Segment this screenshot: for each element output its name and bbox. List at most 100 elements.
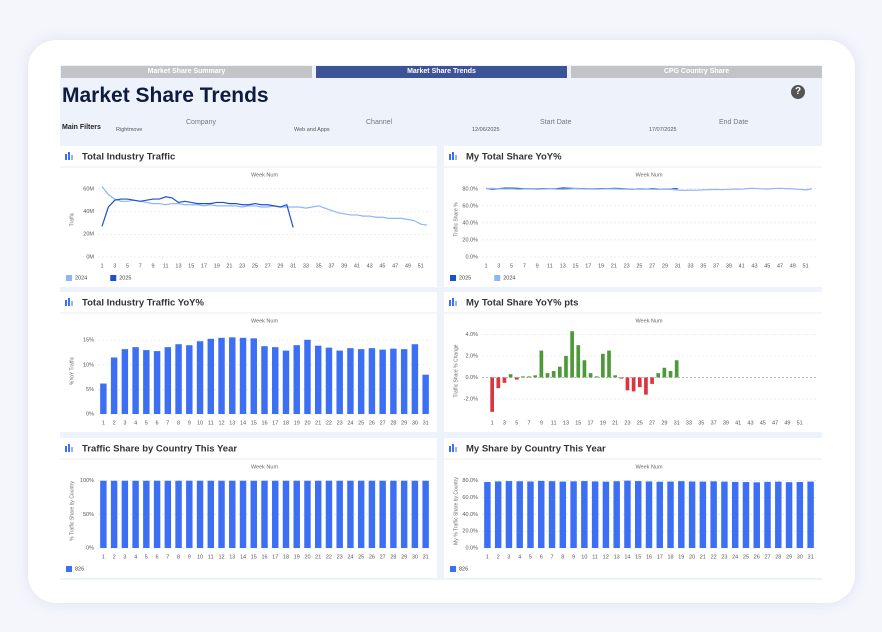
x-tick-label: 5 [145, 420, 148, 426]
bar [218, 337, 225, 414]
x-tick-label: 11 [208, 554, 214, 560]
x-tick-label: 29 [786, 554, 792, 560]
legend-swatch [450, 275, 456, 281]
x-tick-label: 14 [624, 554, 630, 560]
x-tick-label: 27 [380, 420, 386, 426]
x-tick-label: 31 [674, 420, 680, 426]
x-tick-label: 29 [401, 420, 407, 426]
x-tick-label: 31 [423, 554, 429, 560]
bar [570, 481, 577, 548]
tab-active[interactable]: Market Share Trends [316, 66, 567, 78]
bar [551, 371, 556, 378]
x-tick-label: 11 [592, 554, 598, 560]
x-tick-label: 29 [661, 420, 667, 426]
x-tick-label: 43 [751, 263, 757, 269]
x-tick-label: 12 [603, 554, 609, 560]
x-tick-label: 22 [326, 554, 332, 560]
x-tick-label: 27 [649, 420, 655, 426]
x-tick-label: 30 [412, 420, 418, 426]
x-tick-label: 25 [358, 420, 364, 426]
x-tick-label: 27 [764, 554, 770, 560]
icon [452, 152, 454, 160]
y-axis-title: %YoY Traffic [69, 356, 75, 385]
icon [65, 300, 67, 306]
x-tick-label: 9 [536, 263, 539, 269]
x-tick-label: 25 [743, 554, 749, 560]
bar [347, 480, 354, 548]
x-tick-label: 5 [126, 263, 129, 269]
bar [272, 480, 279, 548]
x-tick-label: 1 [491, 420, 494, 426]
bar [490, 377, 494, 412]
x-tick-label: 17 [657, 554, 663, 560]
x-tick-label: 35 [698, 420, 704, 426]
x-tick-label: 17 [272, 420, 278, 426]
help-button[interactable]: ? [791, 85, 805, 99]
tab[interactable]: CPG Country Share [571, 66, 822, 78]
bar [411, 344, 419, 414]
x-tick-label: 14 [240, 554, 246, 560]
x-tick-label: 4 [518, 554, 521, 560]
bar [379, 480, 386, 548]
icon [449, 446, 451, 452]
x-tick-label: 6 [156, 420, 159, 426]
bar [261, 480, 268, 548]
x-tick-label: 13 [229, 554, 235, 560]
x-tick-label: 9 [188, 420, 191, 426]
x-tick-label: 13 [614, 554, 620, 560]
x-tick-label: 9 [572, 554, 575, 560]
x-tick-label: 37 [713, 263, 719, 269]
y-tick-label: 0.0% [465, 375, 478, 381]
filter-value[interactable]: Web and Apps [294, 127, 330, 133]
filter-value[interactable]: Rightmove [116, 127, 143, 133]
tab[interactable]: Market Share Summary [61, 66, 312, 78]
x-tick-label: 1 [100, 263, 103, 269]
bar [164, 347, 172, 414]
x-tick-label: 15 [572, 263, 578, 269]
x-tick-label: 3 [507, 554, 510, 560]
x-tick-label: 7 [528, 420, 531, 426]
y-tick-label: 0% [86, 411, 94, 417]
y-tick-label: 40M [83, 209, 94, 215]
x-tick-label: 31 [675, 263, 681, 269]
x-tick-label: 19 [294, 420, 300, 426]
bar [588, 373, 593, 378]
icon [71, 301, 73, 306]
filter-value[interactable]: 17/07/2025 [649, 127, 677, 133]
bar [538, 480, 545, 548]
x-tick-label: 49 [784, 420, 790, 426]
x-tick-label: 16 [261, 420, 267, 426]
bar [143, 480, 150, 548]
y-tick-label: 5% [86, 387, 94, 393]
x-tick-label: 17 [588, 420, 594, 426]
filter-value[interactable]: 12/06/2025 [472, 127, 500, 133]
bar [357, 349, 365, 414]
bar [514, 377, 519, 380]
x-tick-label: 13 [563, 420, 569, 426]
bar [533, 375, 538, 378]
bar [494, 481, 502, 548]
y-tick-label: 60.0% [462, 495, 478, 501]
bar [807, 481, 814, 548]
bar [121, 349, 129, 414]
bar [314, 345, 322, 414]
bar [196, 341, 204, 414]
x-tick-label: 7 [551, 554, 554, 560]
chart-panel: Traffic Share by Country This Year Week N… [60, 438, 437, 578]
x-tick-label: 31 [423, 420, 429, 426]
x-tick-label: 3 [503, 420, 506, 426]
x-tick-label: 21 [315, 420, 321, 426]
x-tick-label: 8 [177, 420, 180, 426]
x-tick-label: 13 [175, 263, 181, 269]
chart-panel: Total Industry Traffic Week Num Traffic 0M 2… [60, 146, 437, 287]
x-tick-label: 10 [197, 420, 203, 426]
bar [521, 376, 525, 378]
legend-label: 2024 [503, 275, 515, 281]
x-tick-label: 9 [540, 420, 543, 426]
x-tick-label: 39 [341, 263, 347, 269]
x-tick-label: 1 [486, 554, 489, 560]
line-series [101, 186, 428, 226]
chart-title: Total Industry Traffic [82, 152, 175, 163]
x-tick-label: 3 [123, 554, 126, 560]
